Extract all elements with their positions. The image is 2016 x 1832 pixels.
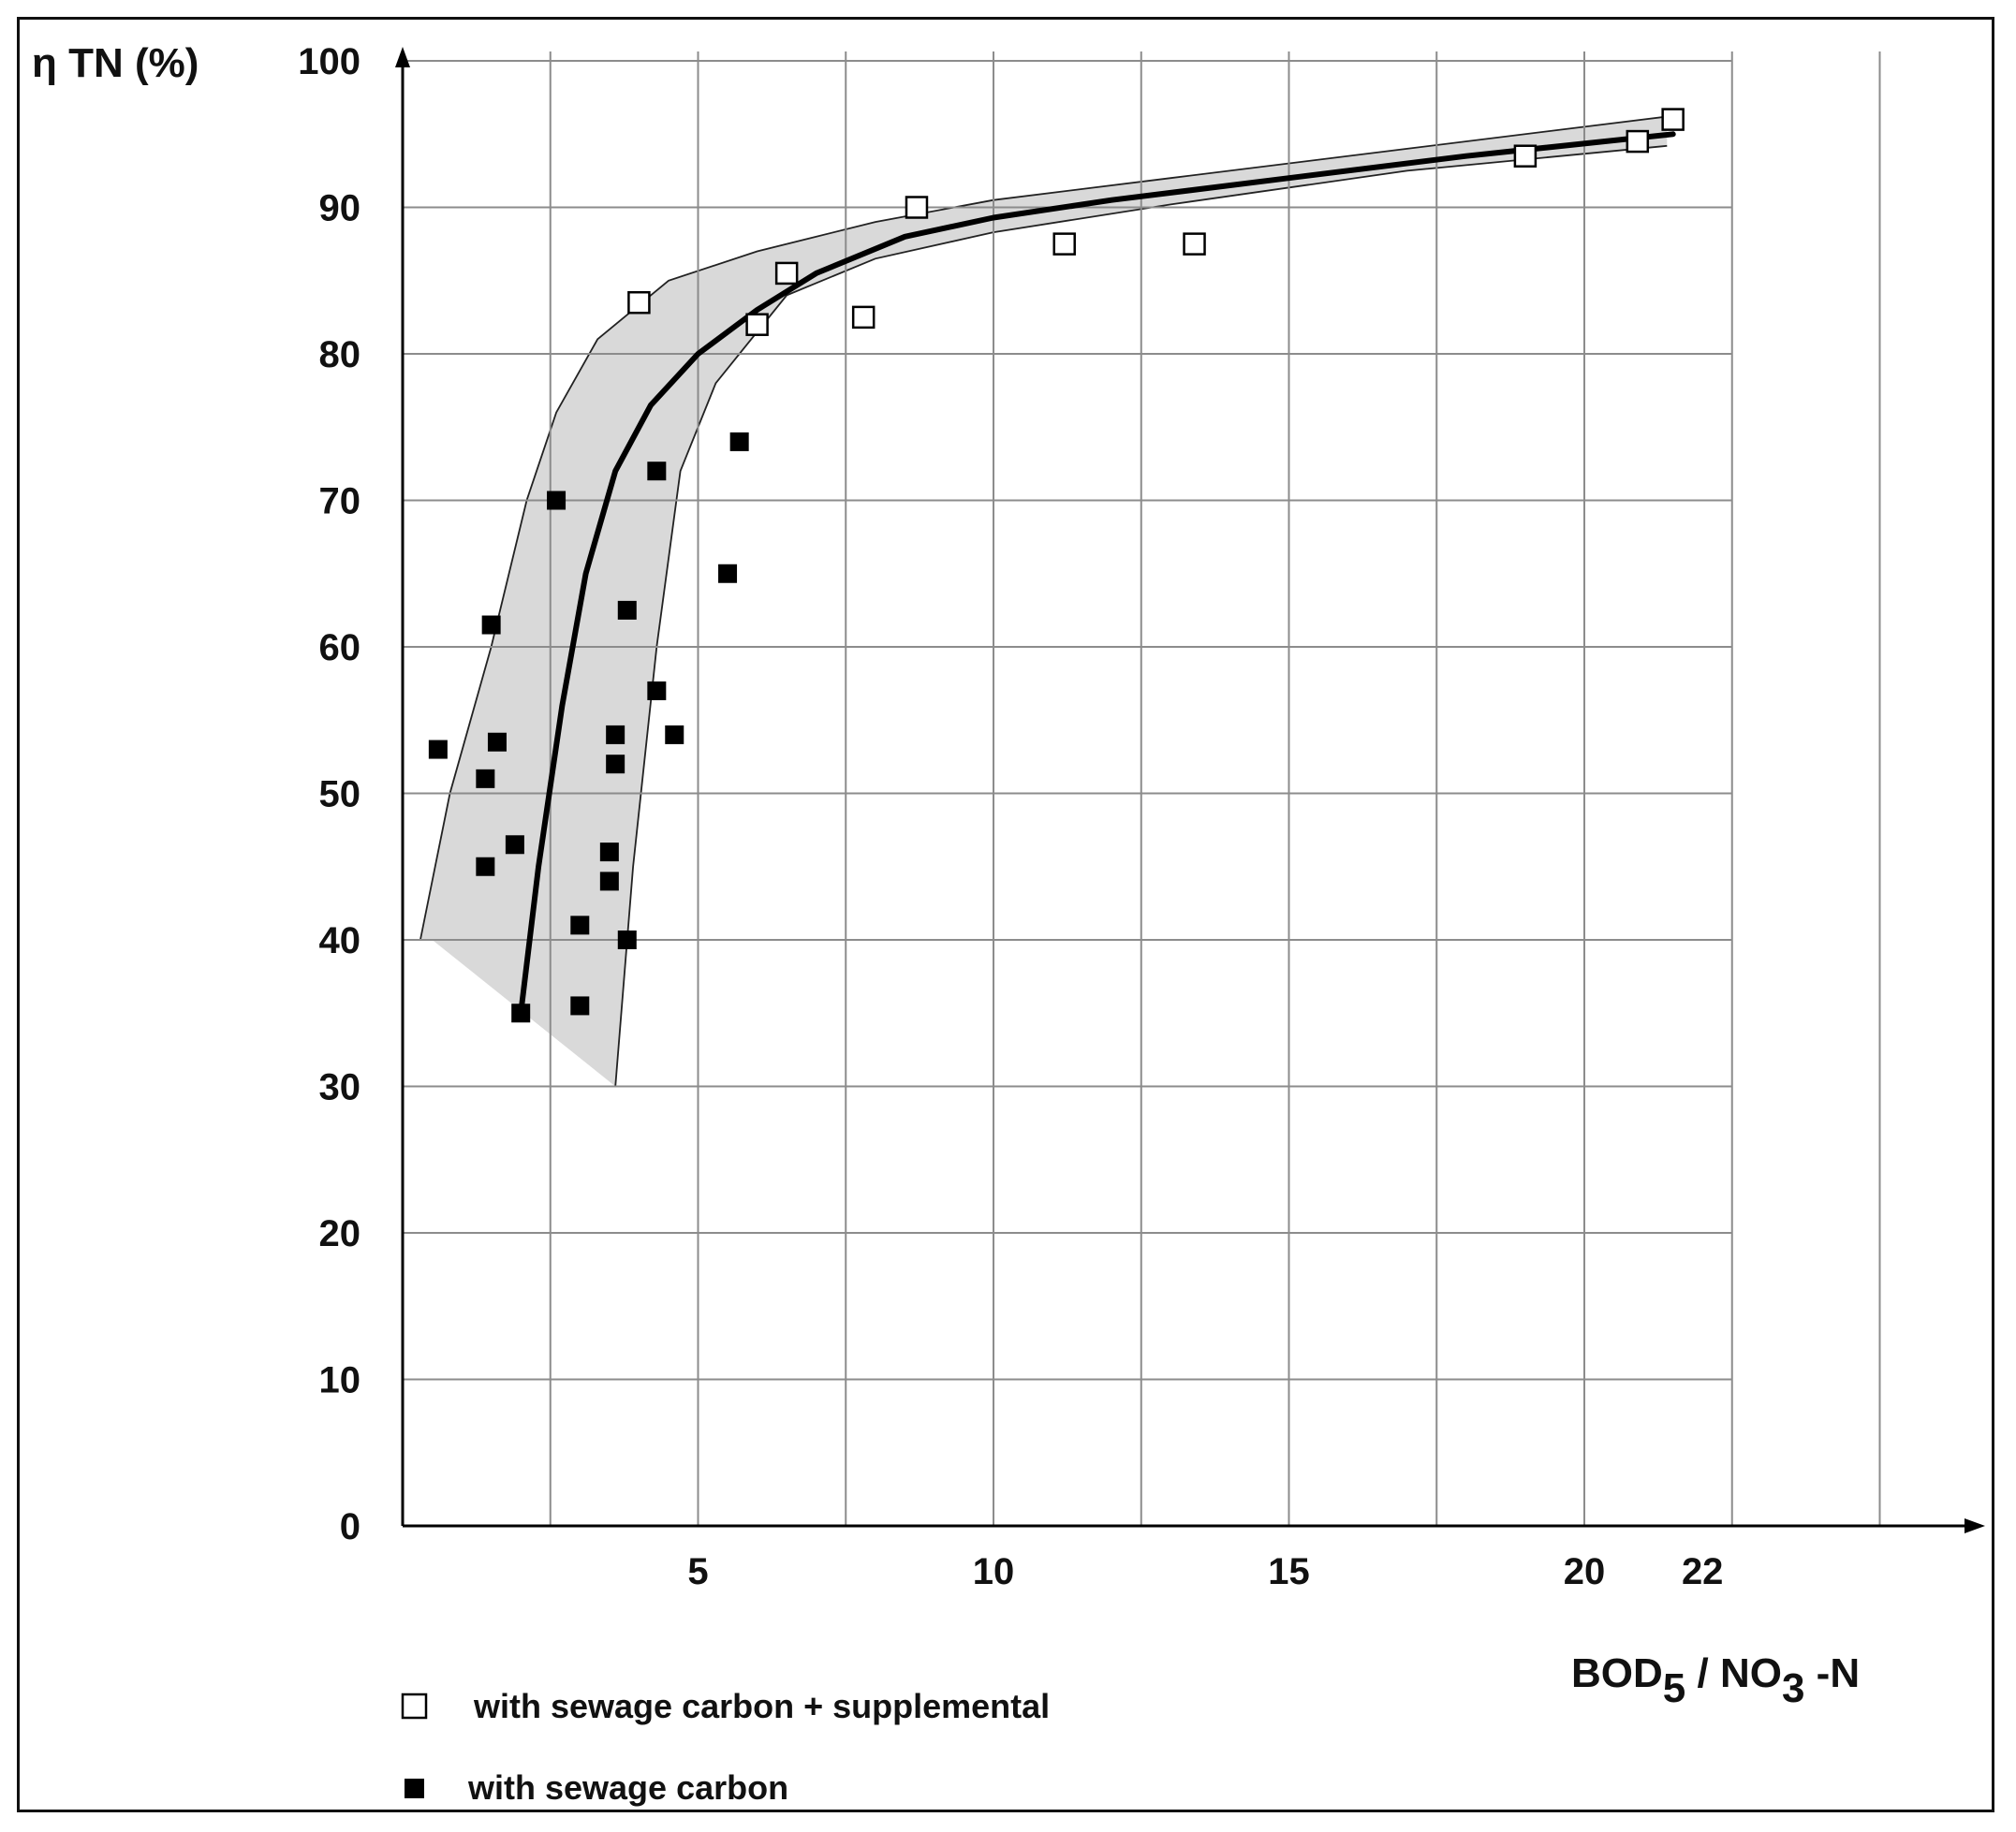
x-axis-label-mid: / NO (1685, 1650, 1782, 1696)
legend-open-square-marker (401, 1693, 428, 1720)
y-axis-label: η TN (%) (32, 40, 199, 86)
point-sewage (617, 600, 637, 620)
x-axis-label-sub1: 5 (1663, 1665, 1685, 1711)
point-sewage (505, 835, 524, 855)
data-points (428, 108, 1685, 1023)
legend-label-supplemental: with sewage carbon + supplemental (473, 1687, 1050, 1725)
x-axis-label: BOD5 / NO3 -N (1571, 1650, 1860, 1711)
y-tick-label: 40 (319, 920, 361, 961)
point-sewage (718, 564, 738, 583)
y-tick-labels: 0 10 20 30 40 50 60 70 80 90 100 (298, 41, 361, 1547)
point-supplemental (851, 305, 876, 330)
x-tick-label: 5 (687, 1551, 708, 1592)
band-fill (419, 116, 1668, 1087)
legend-filled-square-marker (405, 1779, 424, 1798)
point-supplemental (1513, 144, 1538, 168)
x-axis-label-sub2: 3 (1782, 1665, 1804, 1711)
x-tick-labels: 5 10 15 20 22 (687, 1551, 1723, 1592)
point-supplemental (1052, 232, 1076, 256)
axes (395, 47, 1985, 1533)
x-axis-label-main: BOD (1571, 1650, 1663, 1696)
y-tick-label: 60 (319, 627, 361, 668)
point-supplemental (774, 261, 799, 286)
point-sewage (665, 725, 684, 744)
x-axis-label-end: -N (1804, 1650, 1860, 1696)
point-sewage (428, 740, 448, 759)
point-sewage (487, 732, 507, 752)
point-supplemental (1183, 232, 1206, 256)
y-axis-arrow (395, 47, 410, 67)
y-tick-label: 80 (319, 334, 361, 375)
y-tick-label: 70 (319, 481, 361, 522)
y-tick-label: 30 (319, 1067, 361, 1108)
point-sewage (547, 491, 567, 510)
x-tick-label: 15 (1268, 1551, 1310, 1592)
point-supplemental (1626, 129, 1650, 154)
x-tick-label: 22 (1682, 1551, 1724, 1592)
y-tick-label: 90 (319, 188, 361, 229)
legend: with sewage carbon + supplemental with s… (401, 1687, 1050, 1807)
point-sewage (599, 843, 619, 862)
point-sewage (481, 615, 501, 635)
confidence-band (419, 115, 1668, 1087)
point-sewage (570, 996, 590, 1016)
x-tick-label: 20 (1564, 1551, 1606, 1592)
y-tick-label: 10 (319, 1360, 361, 1401)
legend-label-sewage: with sewage carbon (467, 1768, 788, 1807)
y-tick-label: 100 (298, 41, 361, 82)
trend-line (518, 131, 1676, 1017)
point-supplemental (1661, 108, 1685, 131)
point-supplemental (627, 290, 651, 315)
point-sewage (511, 1004, 531, 1023)
point-sewage (647, 681, 667, 700)
point-supplemental (905, 196, 929, 219)
figure-frame (17, 17, 1994, 1812)
point-sewage (647, 462, 667, 481)
y-tick-label: 50 (319, 774, 361, 815)
point-sewage (606, 725, 625, 744)
x-tick-label: 10 (973, 1551, 1015, 1592)
point-sewage (606, 755, 625, 774)
point-sewage (570, 916, 590, 935)
point-sewage (617, 931, 637, 949)
x-axis-arrow (1964, 1518, 1985, 1533)
point-sewage (476, 769, 495, 788)
point-sewage (599, 872, 619, 891)
fit-curve (518, 131, 1676, 1017)
point-sewage (476, 857, 495, 876)
y-tick-label: 20 (319, 1213, 361, 1254)
y-tick-label: 0 (340, 1506, 361, 1547)
point-supplemental (745, 313, 769, 336)
band-lower-edge (614, 144, 1668, 1087)
point-sewage (729, 432, 749, 451)
